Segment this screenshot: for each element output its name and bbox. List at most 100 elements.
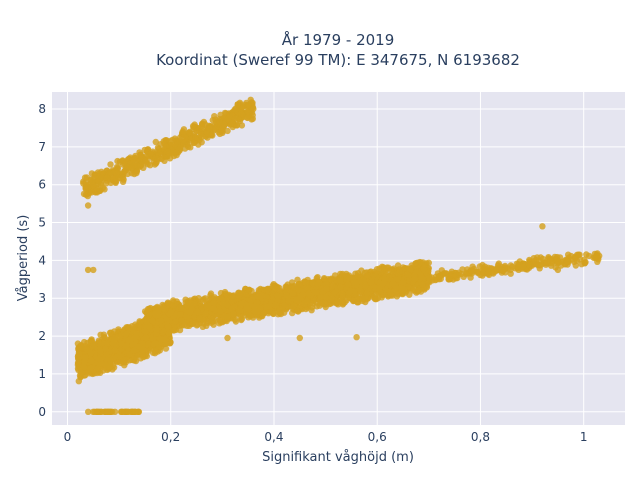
x-tick-label: 0,4 (264, 430, 283, 444)
data-point-wind-sea-low (150, 340, 157, 348)
data-point-outlier (539, 223, 546, 230)
data-point-swell-band (198, 133, 206, 140)
data-point-swell-band (236, 117, 244, 125)
data-point-swell-band (89, 182, 97, 189)
data-point-wind-sea-main (381, 265, 388, 272)
data-point-wind-sea-main (354, 272, 361, 280)
data-point-wind-sea-high (546, 255, 554, 263)
data-point-swell-band (131, 170, 138, 178)
data-point-wind-sea-main (217, 308, 224, 315)
grid-lines (52, 92, 625, 425)
data-point-wind-sea-main (285, 297, 292, 305)
data-point-swell-band (123, 163, 130, 170)
data-point-wind-sea-main (236, 307, 243, 314)
data-point-wind-sea-main (275, 309, 283, 316)
data-point-wind-sea-main (207, 319, 215, 326)
data-point-wind-sea-low (74, 359, 82, 367)
data-point-swell-band (119, 174, 127, 181)
x-tick-label: 1 (580, 430, 588, 444)
data-point-swell-band (141, 146, 148, 154)
data-point-wind-sea-main (143, 318, 150, 326)
y-tick-label: 8 (38, 102, 46, 116)
data-point-wind-sea-high (495, 260, 502, 267)
data-point-wind-sea-main (337, 283, 344, 291)
data-point-wind-sea-main (167, 308, 175, 316)
data-point-swell-band (185, 129, 192, 137)
data-point-wind-sea-main (387, 289, 394, 297)
data-point-wind-sea-low (82, 354, 89, 361)
data-point-swell-band (198, 139, 205, 146)
data-point-wind-sea-high (493, 265, 500, 272)
data-point-wind-sea-main (260, 309, 268, 317)
data-point-wind-sea-high (439, 271, 446, 278)
data-point-wind-sea-high (532, 260, 539, 268)
data-point-wind-sea-main (276, 284, 283, 292)
data-point-swell-band (192, 133, 199, 141)
data-point-swell-band (237, 110, 245, 117)
data-point-wind-sea-main (283, 292, 290, 299)
data-point-swell-band (113, 170, 120, 177)
data-point-swell-band (244, 101, 252, 109)
data-point-wind-sea-high (530, 255, 537, 262)
data-point-swell-band (179, 128, 186, 135)
data-point-swell-band (179, 139, 187, 146)
data-point-wind-sea-high (389, 280, 397, 287)
data-point-swell-band (107, 161, 114, 168)
data-point-wind-sea-main (329, 282, 336, 290)
data-point-wind-sea-main (153, 326, 160, 333)
data-point-wind-sea-high (468, 267, 475, 275)
data-point-wind-sea-main (295, 280, 303, 288)
data-point-wind-sea-main (345, 294, 352, 301)
data-point-wind-sea-main (247, 313, 254, 320)
data-point-wind-sea-main (142, 334, 150, 341)
data-point-outlier (250, 105, 257, 113)
data-point-swell-band (114, 157, 121, 165)
data-point-wind-sea-main (232, 318, 240, 325)
data-point-swell-band (244, 108, 252, 116)
data-point-wind-sea-main (164, 323, 172, 330)
data-point-wind-sea-main (271, 302, 279, 309)
y-tick-label: 0 (38, 405, 46, 419)
data-point-swell-band (207, 131, 215, 139)
data-point-wind-sea-low (101, 334, 108, 341)
data-point-wind-sea-main (353, 279, 360, 286)
data-point-wind-sea-main (328, 295, 336, 302)
data-point-wind-sea-main (149, 317, 156, 325)
data-point-wind-sea-main (362, 282, 369, 290)
data-point-swell-band (234, 101, 241, 108)
data-point-wind-sea-main (189, 300, 196, 307)
data-point-zero-period (85, 408, 92, 415)
data-point-swell-band (142, 157, 149, 165)
data-point-wind-sea-main (183, 313, 190, 320)
data-point-wind-sea-low (87, 365, 95, 372)
data-point-wind-sea-main (415, 287, 423, 294)
data-point-wind-sea-low (136, 343, 143, 350)
data-point-wind-sea-main (144, 305, 152, 313)
data-point-wind-sea-high (564, 258, 572, 266)
chart-subtitle: Koordinat (Sweref 99 TM): E 347675, N 61… (156, 51, 520, 69)
data-point-wind-sea-main (210, 299, 218, 306)
data-point-wind-sea-high (446, 276, 453, 283)
data-point-wind-sea-low (103, 340, 110, 347)
data-point-swell-band (111, 175, 119, 182)
data-point-outlier (84, 266, 92, 274)
data-point-wind-sea-low (87, 350, 95, 357)
data-point-wind-sea-low (109, 340, 117, 347)
data-point-wind-sea-low (132, 333, 140, 340)
x-tick-label: 0 (64, 430, 72, 444)
data-point-wind-sea-low (88, 357, 95, 365)
data-point-wind-sea-high (419, 281, 426, 288)
data-point-wind-sea-low (76, 350, 83, 357)
data-point-wind-sea-main (322, 294, 330, 301)
y-axis-title: Vågperiod (s) (16, 215, 31, 302)
data-point-wind-sea-low (111, 347, 119, 354)
data-point-swell-band (130, 162, 137, 169)
data-point-wind-sea-low (129, 341, 136, 348)
data-point-wind-sea-main (339, 270, 346, 278)
data-point-wind-sea-main (364, 272, 371, 279)
data-point-swell-band (165, 148, 172, 155)
data-point-wind-sea-high (485, 268, 492, 275)
data-point-wind-sea-main (238, 301, 245, 308)
